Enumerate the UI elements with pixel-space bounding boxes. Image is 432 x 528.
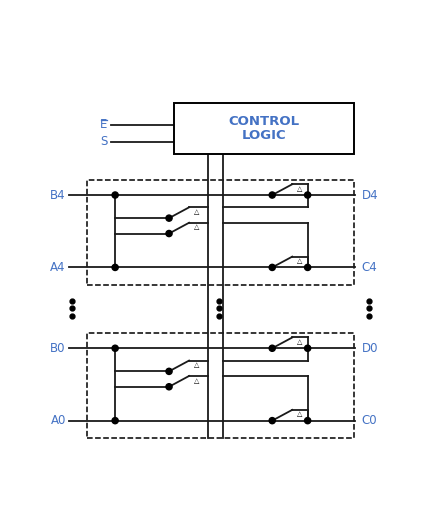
Text: B0: B0: [51, 342, 66, 355]
Text: △: △: [297, 186, 303, 192]
Text: C4: C4: [362, 261, 377, 274]
Circle shape: [112, 192, 118, 198]
Bar: [175, 103, 354, 154]
Circle shape: [305, 265, 311, 270]
Text: B4: B4: [50, 188, 66, 202]
Text: △: △: [194, 362, 200, 368]
Circle shape: [166, 230, 172, 237]
Text: △: △: [297, 339, 303, 345]
Text: A4: A4: [51, 261, 66, 274]
Text: C0: C0: [362, 414, 377, 427]
Circle shape: [166, 215, 172, 221]
Bar: [87, 333, 354, 438]
Circle shape: [305, 345, 311, 351]
Text: D0: D0: [362, 342, 378, 355]
Circle shape: [166, 384, 172, 390]
Text: S: S: [100, 135, 108, 148]
Text: D4: D4: [362, 188, 378, 202]
Text: △: △: [297, 258, 303, 264]
Text: CONTROL: CONTROL: [229, 116, 300, 128]
Circle shape: [112, 345, 118, 351]
Text: E: E: [100, 118, 108, 131]
Text: LOGIC: LOGIC: [242, 129, 286, 142]
Text: △: △: [194, 209, 200, 215]
Circle shape: [269, 192, 275, 198]
Circle shape: [166, 369, 172, 374]
Circle shape: [112, 265, 118, 270]
Circle shape: [305, 418, 311, 424]
Text: △: △: [194, 224, 200, 230]
Text: △: △: [297, 411, 303, 418]
Circle shape: [269, 345, 275, 351]
Circle shape: [269, 418, 275, 424]
Circle shape: [112, 418, 118, 424]
Bar: [87, 180, 354, 285]
Circle shape: [269, 265, 275, 270]
Text: A0: A0: [51, 414, 66, 427]
Circle shape: [305, 192, 311, 198]
Text: △: △: [194, 378, 200, 384]
